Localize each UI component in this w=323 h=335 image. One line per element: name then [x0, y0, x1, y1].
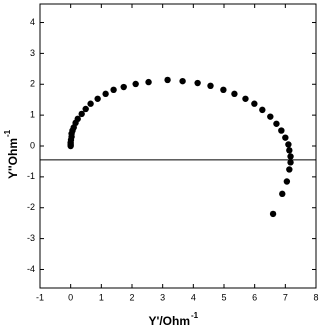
point — [282, 134, 289, 141]
point — [259, 106, 266, 114]
point — [194, 79, 201, 87]
point — [145, 78, 152, 86]
y-tick-label: -4 — [27, 264, 35, 274]
point — [279, 190, 286, 198]
point — [278, 127, 285, 134]
x-tick-label: 2 — [129, 292, 134, 302]
x-tick-label: 6 — [252, 292, 257, 302]
point — [132, 80, 139, 88]
y-tick-label: -3 — [27, 233, 35, 243]
x-axis-label-sup: -1 — [191, 311, 199, 320]
point — [283, 178, 291, 185]
point — [251, 100, 258, 107]
point — [287, 153, 294, 160]
point — [179, 77, 186, 85]
y-tick-label: 2 — [30, 79, 35, 89]
point — [220, 86, 227, 94]
point — [94, 95, 101, 102]
x-tick-label: -1 — [36, 292, 44, 302]
y-axis-label-sup: -1 — [3, 129, 12, 137]
x-tick-label: 3 — [160, 292, 165, 302]
x-axis-label: Y'/Ohm — [148, 314, 190, 328]
point — [273, 120, 280, 127]
point — [87, 100, 94, 107]
point — [286, 147, 293, 154]
point — [207, 82, 214, 90]
y-axis-label-group: Y''Ohm -1 — [3, 129, 20, 179]
y-tick-label: 1 — [30, 110, 35, 120]
x-tick-label: 7 — [283, 292, 288, 302]
x-tick-label: 5 — [221, 292, 226, 302]
y-tick-label: -2 — [27, 202, 35, 212]
x-tick-label: 1 — [99, 292, 104, 302]
x-tick-label: 8 — [313, 292, 318, 302]
point — [242, 95, 249, 102]
point — [110, 86, 117, 94]
plot-frame — [39, 3, 317, 289]
x-tick-label: 4 — [191, 292, 196, 302]
point — [74, 115, 81, 123]
point — [287, 159, 294, 166]
y-tick-label: 0 — [30, 140, 35, 150]
y-axis-label: Y''Ohm — [6, 138, 20, 179]
y-tick-label: 4 — [30, 17, 35, 27]
y-tick-label: -1 — [27, 171, 35, 181]
point — [269, 210, 277, 218]
x-tick-label: 0 — [68, 292, 73, 302]
y-tick-label: 3 — [30, 48, 35, 58]
point — [102, 90, 109, 98]
point — [286, 166, 293, 173]
point — [78, 110, 85, 118]
point — [231, 90, 238, 98]
point — [285, 141, 292, 148]
point — [82, 105, 89, 113]
point — [120, 83, 127, 91]
point — [164, 76, 171, 84]
point — [267, 113, 274, 120]
